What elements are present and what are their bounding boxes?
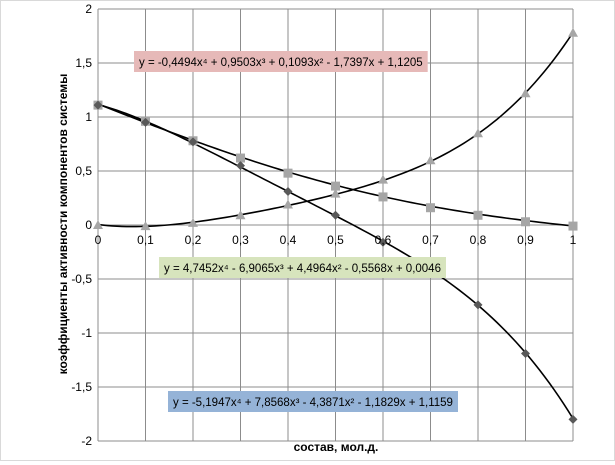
y-tick-label: -2 [81,434,92,448]
diamond-marker [93,100,103,110]
x-tick-label: 0,8 [470,233,487,247]
trendline-equation-box [168,391,458,412]
marker-layer [93,27,578,424]
triangle-marker [283,199,293,209]
x-tick-label: 0,1 [137,233,154,247]
triangle-marker [425,155,436,165]
triangle-marker [378,174,388,184]
triangle-marker [473,128,483,138]
equation-label-layer: y = -0,4494x⁴ + 0,9503x³ + 0,1093x² - 1,… [134,51,458,412]
x-tick-label: 0,2 [185,233,202,247]
triangle-marker [188,217,198,227]
diamond-marker [331,210,340,220]
x-tick-label: 0,6 [375,233,392,247]
diamond-marker [188,137,198,147]
square-marker [473,210,483,220]
diamond-marker [568,414,578,424]
y-tick-label: 0,5 [75,164,92,178]
diamond-marker [378,237,388,247]
square-marker [236,153,245,163]
trendline-equation: y = 4,7452x⁴ - 6,9065x³ + 4,4964x² - 0,5… [164,263,441,275]
diamond-marker [283,187,293,197]
triangle-marker [330,188,341,198]
x-tick-label: 0,3 [232,233,249,247]
diamond-marker [473,300,483,310]
triangle-marker [140,221,151,231]
y-tick-label: 1,5 [75,56,92,70]
y-tick-label: 2 [85,2,92,16]
diamond-marker [141,117,150,127]
x-tick-label: 0,7 [422,233,439,247]
trendline-equation-box [134,51,428,72]
diamond-marker [236,161,245,171]
y-tick-label: 0 [85,218,92,232]
square-marker [331,181,340,191]
x-tick-label: 0,4 [280,233,297,247]
trendline-equation: y = -5,1947x⁴ + 7,8568x³ - 4,3871x² - 1,… [173,397,453,409]
square-marker [283,168,293,178]
trendline-equation-box [159,257,446,278]
x-axis-title: состав, мол.д. [294,440,379,454]
trendline-equation: y = -0,4494x⁴ + 0,9503x³ + 0,1093x² - 1,… [139,57,423,69]
triangle-marker [235,210,246,220]
x-tick-label: 0,5 [327,233,344,247]
tick-label-layer: 0 0,1 0,2 0,3 0,4 0,5 0,6 0,7 0,8 0,9 1 2 1,5 1 0,5 0 -0… [71,2,576,448]
diamond-marker [521,349,530,359]
y-tick-label: -1,5 [71,380,92,394]
x-tick-label: 0,9 [517,233,534,247]
square-marker [378,192,388,202]
square-marker [426,203,435,213]
square-marker [521,217,530,227]
y-tick-label: -1 [81,326,92,340]
x-tick-label: 1 [570,233,577,247]
y-tick-label: -0,5 [71,272,92,286]
triangle-marker [520,88,531,98]
square-marker [568,221,578,231]
triangle-marker [568,27,578,37]
x-tick-label: 0 [95,233,102,247]
y-tick-label: 1 [85,110,92,124]
y-axis-title: коэффициенты активности компонентов сист… [56,74,70,375]
triangle-marker [93,220,103,229]
